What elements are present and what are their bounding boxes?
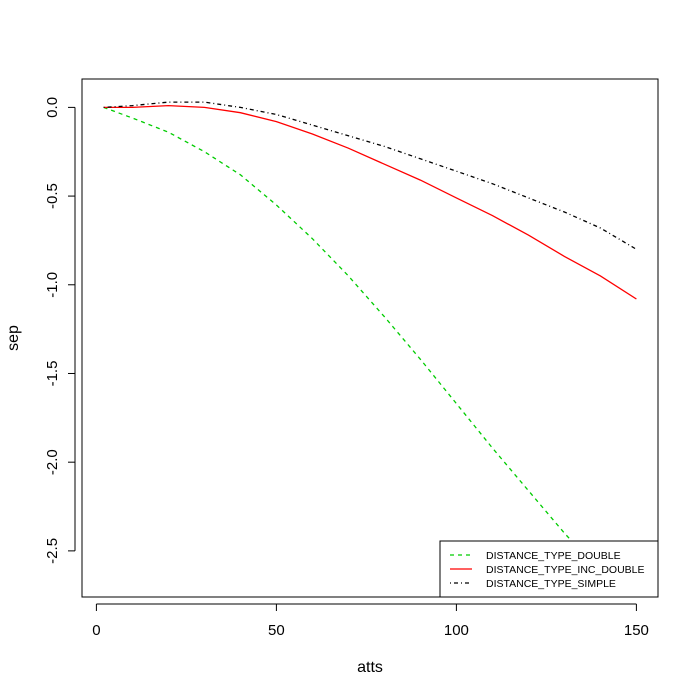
y-axis-label: sep (5, 325, 22, 351)
series-line-distance-type-inc-double (103, 104, 637, 300)
series-line-distance-type-double (103, 106, 637, 577)
x-tick-label: 50 (268, 622, 285, 639)
y-tick-label: -0.5 (44, 183, 61, 209)
legend-box (439, 540, 659, 598)
x-axis: 0 50 100 150 (92, 603, 649, 639)
legend-entry: DISTANCE_TYPE_DOUBLE (486, 550, 621, 562)
y-axis: 0.0 -0.5 -1.0 -1.5 -2.0 -2.5 (44, 97, 76, 564)
y-tick-label: -1.0 (44, 272, 61, 298)
y-tick-label: -1.5 (44, 361, 61, 387)
x-tick-label: 150 (624, 622, 649, 639)
x-tick-label: 100 (444, 622, 469, 639)
y-tick-label: -2.0 (44, 449, 61, 475)
legend: DISTANCE_TYPE_DOUBLE DISTANCE_TYPE_INC_DO… (439, 540, 659, 598)
x-axis-label: atts (357, 659, 383, 676)
y-tick-label: -2.5 (44, 538, 61, 564)
plot-frame (81, 78, 659, 598)
y-tick-label: 0.0 (44, 97, 61, 118)
series-layer (103, 101, 637, 577)
series-line-distance-type-simple (103, 101, 637, 250)
legend-entry: DISTANCE_TYPE_SIMPLE (486, 578, 616, 590)
legend-entry: DISTANCE_TYPE_INC_DOUBLE (486, 564, 645, 576)
x-tick-label: 0 (92, 622, 100, 639)
